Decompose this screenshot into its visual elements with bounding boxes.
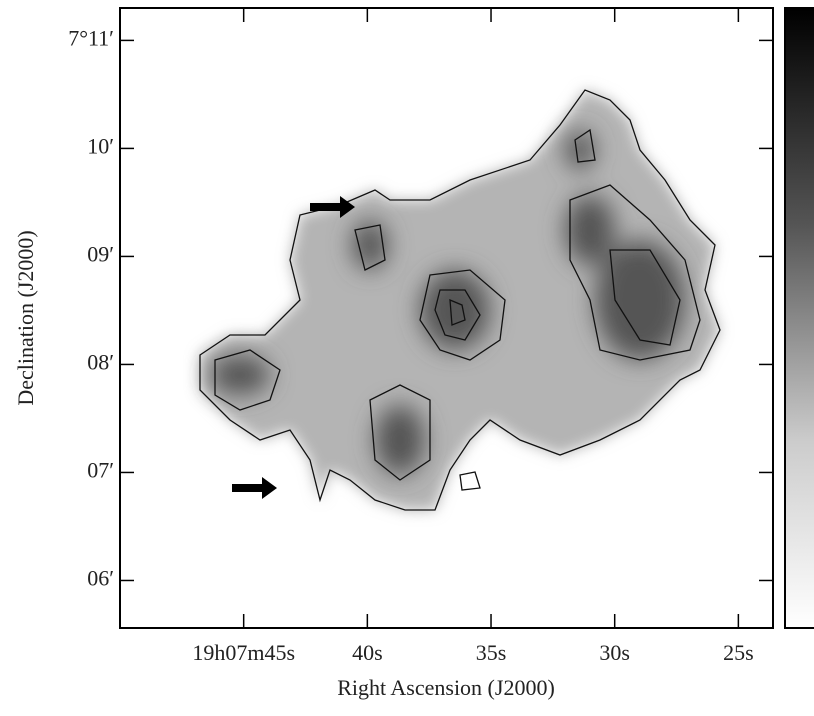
colorbar [784,7,814,629]
y-tick-label: 07′ [87,458,114,483]
x-tick-label: 30s [599,640,630,665]
y-tick-label: 09′ [87,241,114,266]
emission-map [199,89,721,511]
y-tick-label: 06′ [87,566,114,591]
x-tick-label: 25s [723,640,754,665]
x-tick-label: 35s [476,640,507,665]
arrows [232,196,355,499]
y-tick-label: 10′ [87,133,114,158]
x-axis-label: Right Ascension (J2000) [337,675,555,700]
x-tick-label: 19h07m45s [192,640,295,665]
y-tick-label: 7°11′ [68,25,114,50]
x-tick-label: 40s [352,640,383,665]
y-axis-label: Declination (J2000) [13,230,38,405]
plot-frame [119,7,774,629]
y-tick-label: 08′ [87,349,114,374]
